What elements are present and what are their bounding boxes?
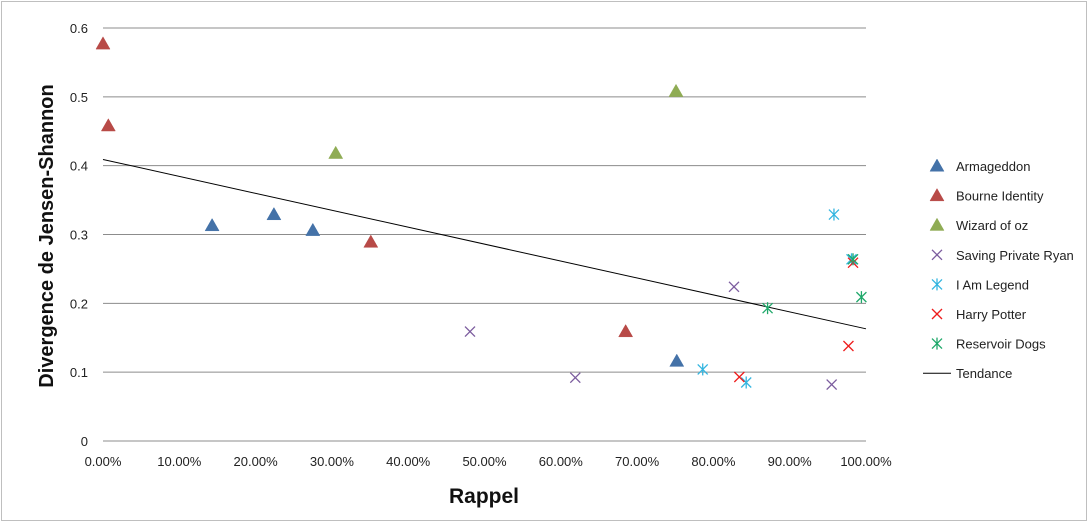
point-i-am-legend — [846, 253, 857, 266]
marker-stroke — [931, 249, 943, 261]
point-saving-private-ryan — [826, 379, 838, 391]
point-harry-potter — [733, 371, 745, 383]
trendline — [102, 158, 867, 330]
point-i-am-legend — [828, 208, 840, 221]
y-tick-label: 0.5 — [70, 90, 88, 105]
legend-label: Harry Potter — [956, 307, 1027, 322]
point-i-am-legend — [697, 363, 709, 376]
legend-label: Saving Private Ryan — [956, 248, 1074, 263]
point-armageddon — [305, 222, 321, 236]
marker-stroke — [842, 340, 854, 352]
point-saving-private-ryan — [464, 326, 476, 338]
legend-marker — [931, 337, 943, 350]
legend-marker — [929, 188, 945, 202]
marker-stroke — [826, 379, 838, 391]
point-bourne-identity — [100, 118, 116, 132]
legend-marker — [931, 249, 943, 261]
point-reservoir-dogs — [762, 302, 774, 315]
y-axis-title: Divergence de Jensen-Shannon — [36, 84, 58, 387]
point-bourne-identity — [363, 234, 379, 248]
legend-label: Reservoir Dogs — [956, 337, 1046, 352]
marker-stroke — [569, 372, 581, 384]
point-bourne-identity — [618, 324, 634, 338]
x-axis-ticks: 0.00% 10.00% 20.00% 30.00% 40.00% 50.00% 60.00… — [85, 454, 893, 469]
y-tick-label: 0.2 — [70, 296, 88, 311]
point-saving-private-ryan — [728, 281, 740, 293]
x-tick-label: 80.00% — [691, 454, 736, 469]
point-wizard-of-oz — [668, 83, 684, 97]
point-i-am-legend — [740, 376, 752, 389]
trendline-group — [102, 158, 867, 330]
gridlines — [103, 27, 866, 373]
legend-label: Wizard of oz — [956, 218, 1028, 233]
point-armageddon — [669, 353, 685, 367]
point-armageddon — [266, 207, 282, 221]
legend-label: Armageddon — [956, 159, 1030, 174]
y-tick-label: 0.4 — [70, 159, 88, 174]
marker-stroke — [464, 326, 476, 338]
legend-label: Bourne Identity — [956, 189, 1044, 204]
legend: Armageddon Bourne Identity Wizard of oz Sav… — [923, 158, 1074, 381]
x-tick-label: 20.00% — [234, 454, 279, 469]
x-axis-title: Rappel — [449, 485, 519, 508]
data-points — [95, 36, 867, 391]
point-bourne-identity — [95, 36, 111, 50]
x-tick-label: 0.00% — [85, 454, 122, 469]
point-wizard-of-oz — [328, 145, 344, 159]
point-armageddon — [204, 218, 220, 232]
point-reservoir-dogs — [855, 291, 867, 304]
point-reservoir-dogs — [847, 253, 859, 266]
y-axis-ticks: 0 0.1 0.2 0.3 0.4 0.5 0.6 — [70, 21, 88, 449]
y-tick-label: 0.6 — [70, 21, 88, 36]
x-tick-label: 100.00% — [840, 454, 892, 469]
x-tick-label: 30.00% — [310, 454, 355, 469]
marker-stroke — [733, 371, 745, 383]
x-tick-label: 90.00% — [768, 454, 813, 469]
legend-label: Tendance — [956, 366, 1012, 381]
point-harry-potter — [842, 340, 854, 352]
legend-marker — [931, 278, 943, 291]
marker-stroke — [931, 308, 943, 320]
x-tick-label: 70.00% — [615, 454, 660, 469]
legend-marker — [929, 217, 945, 231]
x-tick-label: 60.00% — [539, 454, 584, 469]
y-tick-label: 0 — [81, 434, 88, 449]
x-tick-label: 50.00% — [462, 454, 507, 469]
y-tick-label: 0.1 — [70, 365, 88, 380]
x-tick-label: 10.00% — [157, 454, 202, 469]
legend-marker — [929, 158, 945, 172]
legend-marker — [931, 308, 943, 320]
point-saving-private-ryan — [569, 372, 581, 384]
legend-label: I Am Legend — [956, 277, 1029, 292]
marker-stroke — [728, 281, 740, 293]
y-tick-label: 0.3 — [70, 228, 88, 243]
x-tick-label: 40.00% — [386, 454, 431, 469]
